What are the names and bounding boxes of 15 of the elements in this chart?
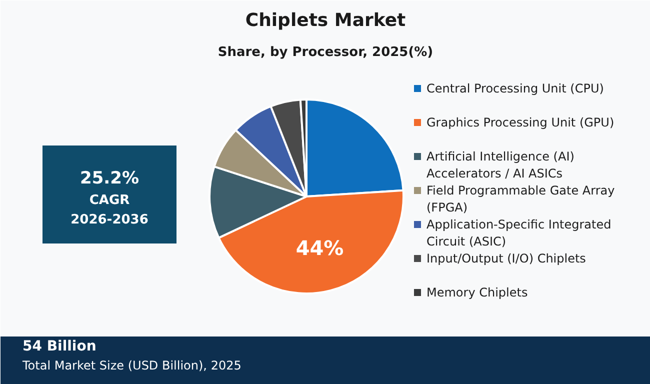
legend-label: Central Processing Unit (CPU) <box>426 82 604 96</box>
text: 54 Billion <box>22 338 96 354</box>
legend-label: Application-Specific Integrated Circuit (ASIC) <box>426 218 612 248</box>
chart-subtitle: Share, by Processor, 2025(%) <box>218 45 434 60</box>
legend-label: Field Programmable Gate Array (FPGA) <box>426 184 615 214</box>
data-label: 44% <box>296 236 344 260</box>
legend-label: Artificial Intelligence (AI) Accelerators / AI ASICs <box>426 150 574 180</box>
legend-label: Input/Output (I/O) Chiplets <box>426 252 586 266</box>
text: Total Market Size (USD Billion), 2025 <box>22 358 242 372</box>
legend-label: Memory Chiplets <box>426 286 528 300</box>
text: CAGR <box>89 193 130 208</box>
text: 25.2% <box>80 168 139 188</box>
text: 2026-2036 <box>70 212 148 228</box>
legend-label: Graphics Processing Unit (GPU) <box>426 116 614 130</box>
chart-title: Chiplets Market <box>245 10 406 31</box>
